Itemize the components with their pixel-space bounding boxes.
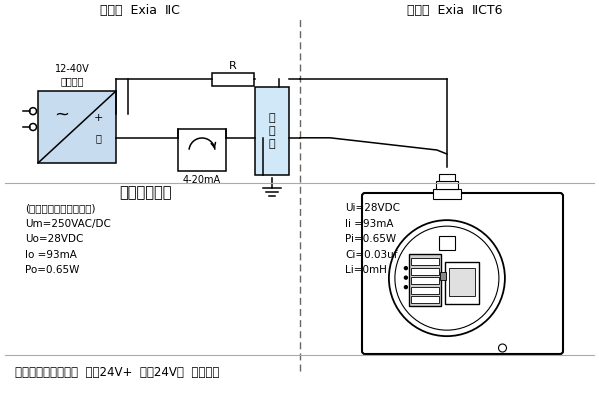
FancyBboxPatch shape xyxy=(411,277,439,284)
FancyBboxPatch shape xyxy=(411,286,439,294)
FancyBboxPatch shape xyxy=(362,193,563,354)
Text: 危险区  Exia  ⅡCT6: 危险区 Exia ⅡCT6 xyxy=(407,4,503,17)
Text: (参见安全栅适用说明书)
Um=250VAC/DC
Uo=28VDC
Io =93mA
Po=0.65W: (参见安全栅适用说明书) Um=250VAC/DC Uo=28VDC Io =9… xyxy=(25,203,111,275)
Text: 12-40V
直流电源: 12-40V 直流电源 xyxy=(55,64,89,86)
FancyBboxPatch shape xyxy=(411,258,439,265)
FancyBboxPatch shape xyxy=(433,189,461,199)
FancyBboxPatch shape xyxy=(440,272,446,280)
FancyBboxPatch shape xyxy=(38,91,116,163)
Text: Ui=28VDC
Ii =93mA
Pi=0.65W
Ci=0.03uf
Li=0mH: Ui=28VDC Ii =93mA Pi=0.65W Ci=0.03uf Li=… xyxy=(345,203,400,275)
Text: 安全区  Exia  ⅡC: 安全区 Exia ⅡC xyxy=(100,4,180,17)
FancyBboxPatch shape xyxy=(411,268,439,275)
Circle shape xyxy=(404,276,407,279)
Text: 注：一体化接线方式  红：24V+  蓝：24V－  黑：接地: 注：一体化接线方式 红：24V+ 蓝：24V－ 黑：接地 xyxy=(15,367,219,380)
FancyBboxPatch shape xyxy=(255,87,289,175)
Circle shape xyxy=(404,286,407,288)
Text: +: + xyxy=(94,113,104,123)
FancyBboxPatch shape xyxy=(212,73,254,86)
Text: ~: ~ xyxy=(54,105,69,123)
Text: 4-20mA: 4-20mA xyxy=(183,175,221,185)
Text: －: － xyxy=(96,133,102,143)
Text: 安
全
栅: 安 全 栅 xyxy=(269,113,276,149)
FancyBboxPatch shape xyxy=(449,268,475,296)
FancyBboxPatch shape xyxy=(439,174,455,181)
Text: R: R xyxy=(229,61,237,71)
FancyBboxPatch shape xyxy=(178,129,226,171)
FancyBboxPatch shape xyxy=(411,296,439,303)
Text: 本安型接线图: 本安型接线图 xyxy=(119,185,171,200)
FancyBboxPatch shape xyxy=(439,236,455,250)
FancyBboxPatch shape xyxy=(409,254,441,306)
Circle shape xyxy=(404,266,407,270)
FancyBboxPatch shape xyxy=(436,181,458,189)
FancyBboxPatch shape xyxy=(445,262,479,304)
